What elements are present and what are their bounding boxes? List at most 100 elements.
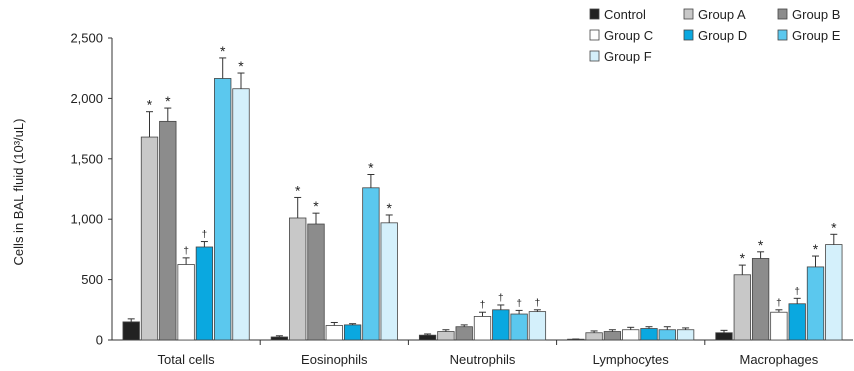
bar-group	[122, 318, 140, 341]
y-tick-label: 2,500	[70, 31, 103, 46]
x-tick-label: Eosinophils	[301, 352, 368, 367]
legend-swatch	[683, 29, 694, 41]
significance-mark: *	[220, 43, 226, 59]
legend-label: Group E	[792, 28, 841, 43]
bar-group	[455, 324, 473, 341]
bar	[473, 316, 492, 341]
significance-mark: *	[831, 219, 837, 235]
bar-group: *	[825, 219, 843, 341]
legend-swatch	[589, 8, 600, 20]
bar	[380, 222, 398, 341]
bar-group	[715, 329, 733, 341]
legend-item: Group A	[683, 7, 746, 22]
legend-item: Group D	[683, 28, 747, 43]
bar	[325, 325, 343, 341]
bar-group: †	[510, 298, 528, 341]
bar-group	[325, 321, 343, 341]
bar	[232, 88, 250, 341]
bar	[510, 313, 528, 341]
bar	[658, 329, 676, 341]
significance-mark: *	[813, 241, 819, 257]
bar-group	[418, 333, 437, 341]
significance-mark: †	[776, 298, 782, 309]
bar-group: *	[289, 182, 307, 341]
significance-mark: †	[202, 230, 208, 241]
bar-group	[676, 327, 695, 341]
bar	[770, 311, 788, 341]
legend-item: Group B	[777, 7, 840, 22]
legend-label: Group C	[604, 28, 653, 43]
bar	[270, 336, 289, 341]
x-tick-label: Macrophages	[740, 352, 819, 367]
legend-swatch	[683, 8, 694, 20]
y-tick-label: 1,500	[70, 151, 103, 166]
significance-mark: *	[758, 237, 764, 253]
significance-mark: †	[535, 298, 541, 309]
bar-group	[437, 329, 455, 341]
bar-group: †	[195, 230, 214, 341]
y-axis-label: Cells in BAL fluid (10³/uL)	[11, 119, 26, 266]
y-tick-label: 500	[81, 272, 103, 287]
significance-mark: *	[740, 250, 746, 266]
legend-swatch	[777, 29, 788, 41]
bar	[455, 326, 473, 341]
legend: Control Group A Group B Group C Group D Group…	[589, 7, 841, 64]
significance-mark: †	[498, 293, 504, 304]
bar-group: *	[751, 237, 770, 341]
legend-label: Group F	[604, 49, 652, 64]
significance-mark: *	[313, 198, 319, 214]
bar	[195, 246, 214, 341]
legend-swatch	[589, 29, 600, 41]
significance-mark: *	[238, 58, 244, 74]
bar	[788, 303, 806, 341]
legend-item: Control	[589, 7, 646, 22]
bar-group: *	[733, 250, 751, 341]
bar	[122, 321, 140, 341]
bar-group: *	[362, 160, 380, 341]
bar	[492, 309, 510, 341]
x-tick-label: Neutrophils	[450, 352, 516, 367]
significance-mark: †	[794, 286, 800, 297]
y-tick-label: 1,000	[70, 212, 103, 227]
bar	[343, 324, 362, 341]
bar-group: *	[232, 58, 250, 341]
x-tick-label: Lymphocytes	[593, 352, 670, 367]
significance-mark: *	[386, 200, 392, 216]
x-tick-label: Total cells	[158, 352, 216, 367]
bar-group: †	[177, 246, 195, 341]
bar-group: †	[788, 286, 806, 341]
significance-mark: *	[295, 182, 301, 198]
bar	[622, 329, 640, 341]
bar	[177, 264, 195, 341]
significance-mark: *	[368, 160, 374, 176]
y-axis-ticks: 0 500 1,000 1,500 2,000 2,500	[70, 31, 112, 348]
bar	[307, 223, 325, 341]
bar-group: †	[770, 298, 788, 341]
bar	[159, 120, 177, 341]
bar	[751, 258, 770, 341]
bar-group	[567, 338, 585, 341]
bar	[528, 311, 547, 341]
legend-swatch	[777, 8, 788, 20]
significance-mark: *	[165, 93, 171, 109]
bar-group: *	[159, 93, 177, 341]
significance-mark: †	[480, 300, 486, 311]
y-tick-label: 0	[96, 333, 103, 348]
bar	[585, 332, 603, 341]
legend-swatch	[589, 50, 600, 62]
y-tick-label: 2,000	[70, 91, 103, 106]
significance-mark: †	[183, 246, 189, 257]
bar	[140, 136, 159, 341]
bar-group: *	[380, 200, 398, 341]
legend-item: Group F	[589, 49, 652, 64]
bar-group	[622, 326, 640, 341]
bar	[733, 274, 751, 341]
x-axis-labels: Total cells Eosinophils Neutrophils Lymphoc…	[158, 340, 819, 367]
bars: * * † † * * * * * * † † † † * * † † * *	[122, 43, 843, 341]
bar	[825, 244, 843, 341]
bar-group: †	[528, 298, 547, 341]
legend-item: Group C	[589, 28, 653, 43]
bar-group	[270, 335, 289, 341]
bar-group: *	[307, 198, 325, 341]
